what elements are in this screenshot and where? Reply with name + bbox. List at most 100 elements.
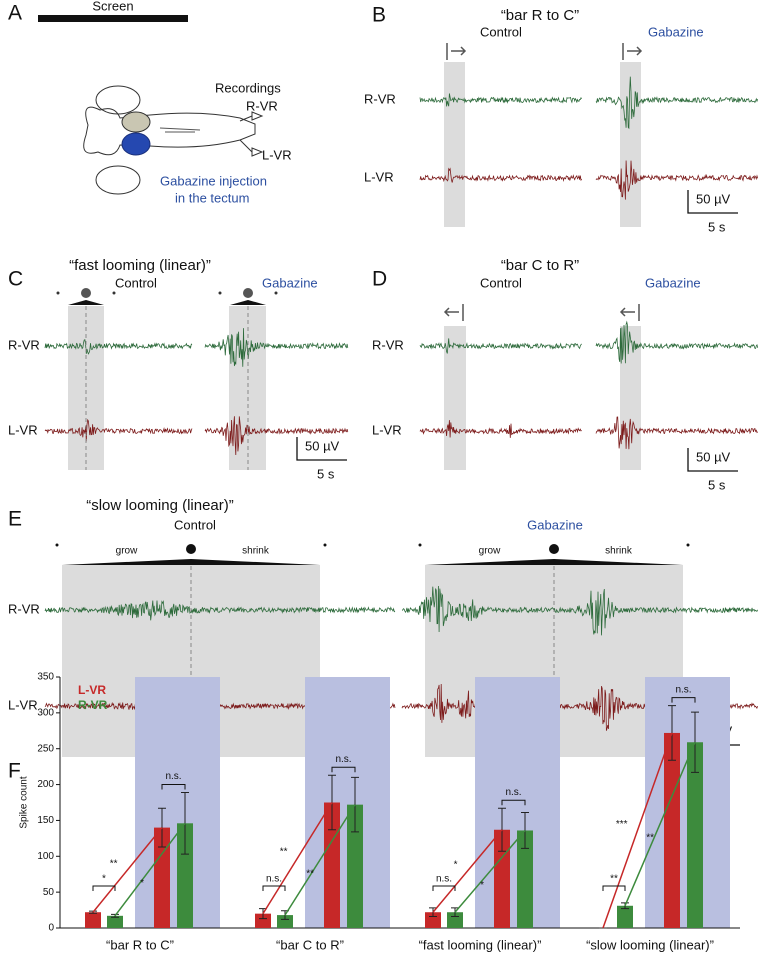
loom-dot [112,291,116,295]
bar [255,913,271,928]
shrink-label: shrink [242,546,270,557]
loom-dot [56,291,60,295]
panel-title: “fast looming (linear)” [69,257,211,274]
panel-letter: C [8,268,23,291]
loom-dot [218,291,222,295]
sig-label: n.s. [266,874,282,885]
x-tick-label: “bar R to C” [106,937,174,952]
sig-label: * [480,880,484,891]
scale-label: 5 s [317,466,335,481]
sig-label: n.s. [675,684,691,695]
condition-label: Gabazine [527,517,583,532]
condition-label: Gabazine [262,275,318,290]
trend-line [284,804,356,916]
bar [347,804,363,928]
legend-entry: R-VR [78,698,108,712]
trace [419,420,582,438]
sig-label: n.s. [436,874,452,885]
channel-label: L-VR [372,422,402,437]
y-tick-label: 150 [37,815,54,826]
loom-dot [186,544,196,554]
bar [107,915,123,928]
condition-label: Gabazine [648,24,704,39]
loom-ramp [425,559,683,565]
sig-bracket [331,766,356,773]
loom-ramp [62,559,320,565]
trace [204,328,349,367]
trace [595,160,759,200]
sig-bracket [262,885,286,891]
panel-letter: F [8,760,21,783]
trend-line [624,741,696,907]
y-tick-label: 200 [37,779,54,790]
bar [617,905,633,928]
condition-label: Control [115,275,157,290]
trend-line [92,827,163,913]
scale-label: 5 s [708,219,726,234]
condition-label: Control [174,517,216,532]
screen-label: Screen [92,0,133,13]
sig-label: ** [110,859,118,870]
trace [204,416,349,456]
panel-letter: A [8,2,22,25]
loom-dot [418,543,422,547]
sig-label: ** [646,833,654,844]
sig-bracket [501,799,526,806]
error-bar [451,907,459,918]
scale-label: 50 µV [696,449,731,464]
panel-letter: B [372,4,386,27]
channel-label: L-VR [8,697,38,712]
bar [177,823,193,928]
recordings-label: Recordings [215,80,281,95]
panel-title: “bar C to R” [501,257,579,274]
y-axis-label: Spike count [19,776,30,828]
trace [419,93,583,107]
injection-label: in the tectum [175,190,249,205]
r-vr-label: R-VR [246,98,278,113]
y-tick-label: 50 [43,887,55,898]
channel-label: R-VR [8,601,40,616]
sig-bracket [602,885,626,891]
scale-bar [687,190,738,214]
panel-title: “bar R to C” [501,7,579,24]
condition-label: Control [480,24,522,39]
channel-label: L-VR [8,422,38,437]
loom-dot [55,543,59,547]
scale-label: 50 µV [305,438,340,453]
bar [517,830,533,928]
trace [595,416,758,450]
grow-label: grow [116,546,138,557]
shrink-label: shrink [605,546,633,557]
loom-dot [274,291,278,295]
sig-label: *** [616,819,628,830]
error-bar [521,812,529,849]
x-tick-label: “fast looming (linear)” [419,937,542,952]
stimulus-window [444,62,465,227]
scale-label: 5 s [708,477,726,492]
loom-ramp [68,300,104,305]
bar [154,827,170,928]
channel-label: R-VR [364,91,396,106]
y-tick-label: 300 [37,707,54,718]
loom-dot [81,288,91,298]
scale-label: 50 µV [696,191,731,206]
trend-line [262,802,333,915]
sig-label: ** [610,874,618,885]
trace [419,167,583,183]
sig-label: n.s. [165,771,181,782]
sig-bracket [432,885,456,891]
panel-title: “slow looming (linear)” [86,497,234,514]
sig-bracket [671,697,696,703]
y-tick-label: 350 [37,672,54,683]
stimulus-window [444,326,466,470]
grow-label: grow [479,546,501,557]
loom-dot [243,288,253,298]
x-tick-label: “bar C to R” [276,937,344,952]
trace [401,585,758,636]
stimulus-icons [443,43,643,321]
trace [44,339,193,355]
trend-line [602,732,673,929]
sig-label: ** [280,847,288,858]
trace [595,320,759,364]
